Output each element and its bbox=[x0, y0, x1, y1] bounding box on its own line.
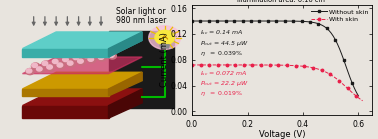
Circle shape bbox=[31, 63, 40, 69]
Text: $\eta$   = 0.019%: $\eta$ = 0.019% bbox=[200, 89, 243, 98]
Text: 980 nm laser: 980 nm laser bbox=[116, 16, 166, 25]
Polygon shape bbox=[22, 89, 142, 106]
With skin bbox=[293, 65, 298, 67]
Polygon shape bbox=[22, 49, 108, 57]
Polygon shape bbox=[108, 89, 142, 118]
Circle shape bbox=[83, 53, 91, 59]
Without skin bbox=[356, 95, 361, 97]
Circle shape bbox=[26, 69, 34, 75]
Circle shape bbox=[98, 55, 106, 61]
Circle shape bbox=[108, 53, 116, 59]
Polygon shape bbox=[108, 72, 142, 96]
Without skin bbox=[263, 20, 268, 22]
Circle shape bbox=[93, 51, 101, 57]
Polygon shape bbox=[22, 32, 142, 49]
Text: $I_{sc}$ = 0.072 mA: $I_{sc}$ = 0.072 mA bbox=[200, 69, 248, 78]
Title: 980 nm laser, 720 mW/cm²
illumination area: 0.16 cm²: 980 nm laser, 720 mW/cm² illumination ar… bbox=[237, 0, 328, 3]
With skin bbox=[190, 64, 194, 66]
Line: Without skin: Without skin bbox=[191, 20, 360, 97]
Circle shape bbox=[53, 59, 58, 64]
Text: $P_{out}$ = 44.5 μW: $P_{out}$ = 44.5 μW bbox=[200, 39, 249, 48]
Circle shape bbox=[67, 61, 75, 67]
Polygon shape bbox=[22, 40, 142, 57]
Circle shape bbox=[155, 30, 174, 45]
Without skin bbox=[304, 21, 308, 22]
Circle shape bbox=[26, 69, 32, 73]
Circle shape bbox=[32, 63, 37, 67]
Without skin bbox=[291, 20, 296, 22]
With skin bbox=[360, 100, 365, 102]
Without skin bbox=[337, 48, 342, 49]
Circle shape bbox=[46, 65, 55, 71]
Legend: Without skin, With skin: Without skin, With skin bbox=[310, 8, 369, 23]
Without skin bbox=[190, 20, 194, 22]
Polygon shape bbox=[108, 31, 174, 108]
Circle shape bbox=[73, 55, 81, 61]
Circle shape bbox=[77, 59, 83, 63]
Polygon shape bbox=[22, 72, 142, 89]
Circle shape bbox=[77, 59, 85, 65]
With skin bbox=[306, 66, 311, 68]
With skin bbox=[341, 84, 345, 85]
Circle shape bbox=[47, 65, 53, 69]
Y-axis label: Current (mA): Current (mA) bbox=[160, 32, 169, 87]
With skin bbox=[300, 65, 304, 67]
Circle shape bbox=[73, 55, 79, 60]
Circle shape bbox=[88, 57, 94, 61]
Circle shape bbox=[57, 63, 65, 69]
With skin bbox=[291, 65, 296, 66]
Text: $P_{out}$ = 22.2 μW: $P_{out}$ = 22.2 μW bbox=[200, 79, 249, 88]
Circle shape bbox=[149, 26, 181, 49]
Without skin bbox=[289, 20, 293, 22]
Polygon shape bbox=[22, 106, 108, 118]
Text: $\eta$   = 0.039%: $\eta$ = 0.039% bbox=[200, 49, 243, 58]
Text: Solar light or: Solar light or bbox=[116, 7, 166, 16]
Circle shape bbox=[37, 67, 42, 71]
Circle shape bbox=[63, 57, 68, 62]
Polygon shape bbox=[22, 57, 142, 74]
Circle shape bbox=[104, 50, 110, 54]
Without skin bbox=[297, 20, 302, 22]
Circle shape bbox=[57, 63, 63, 67]
Text: $I_{sc}$ = 0.14 mA: $I_{sc}$ = 0.14 mA bbox=[200, 29, 244, 38]
Polygon shape bbox=[108, 32, 142, 57]
Line: With skin: With skin bbox=[191, 64, 364, 102]
Polygon shape bbox=[22, 89, 108, 96]
Circle shape bbox=[104, 49, 112, 55]
Circle shape bbox=[42, 61, 48, 65]
Circle shape bbox=[108, 53, 114, 57]
X-axis label: Voltage (V): Voltage (V) bbox=[259, 130, 305, 139]
Circle shape bbox=[62, 57, 71, 63]
Circle shape bbox=[52, 59, 60, 65]
Circle shape bbox=[36, 67, 44, 73]
Circle shape bbox=[93, 52, 99, 56]
Circle shape bbox=[98, 55, 104, 59]
Circle shape bbox=[83, 54, 89, 58]
Polygon shape bbox=[160, 45, 169, 48]
Circle shape bbox=[88, 57, 96, 63]
Circle shape bbox=[42, 61, 50, 67]
Circle shape bbox=[67, 61, 73, 65]
With skin bbox=[265, 64, 270, 66]
